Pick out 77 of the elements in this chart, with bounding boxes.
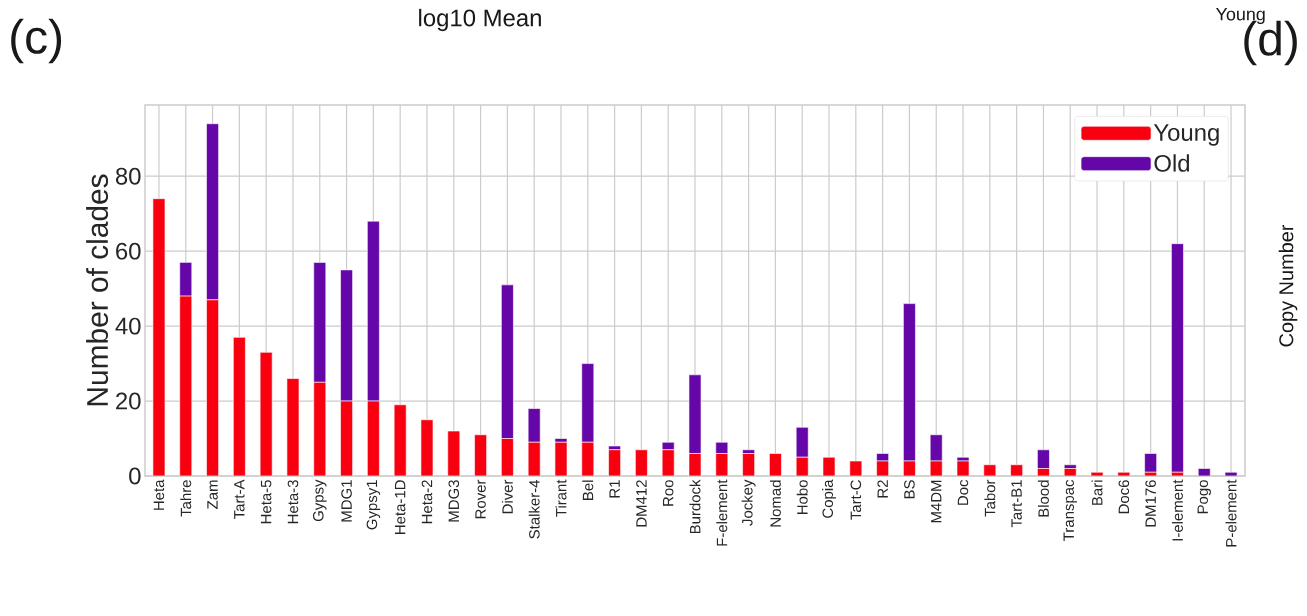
bar — [286, 378, 300, 476]
x-tick-label: M4DM — [931, 480, 942, 523]
x-tick-label: MDG3 — [448, 480, 460, 522]
x-tick-label: Nomad — [769, 480, 781, 527]
x-tick-label: Zam — [207, 480, 218, 509]
x-tick-label: Heta-5 — [260, 480, 272, 524]
y-tick-label: 20 — [116, 392, 141, 410]
bar — [769, 453, 782, 476]
x-tick-label: Tart-A — [234, 479, 245, 520]
bar — [554, 441, 568, 476]
x-tick-label: R1 — [609, 480, 620, 498]
bar — [635, 449, 648, 476]
x-tick-label: Heta-2 — [421, 480, 433, 524]
x-tick-label: F-element — [716, 479, 728, 546]
bar — [1010, 464, 1023, 476]
bar — [1171, 243, 1184, 473]
x-tick-label: Blood — [1037, 480, 1049, 517]
x-tick-label: Gypsy1 — [366, 480, 381, 530]
bar — [447, 430, 461, 476]
legend-label: Young — [1153, 124, 1219, 146]
x-tick-label: Hobo — [796, 480, 808, 515]
y-tick-label: 80 — [115, 167, 141, 185]
x-tick-label: Tart-B1 — [1011, 480, 1022, 528]
x-tick-label: Doc6 — [1118, 480, 1130, 514]
x-tick-label: Tabor — [984, 479, 996, 517]
bar — [608, 449, 621, 476]
bar — [393, 404, 407, 476]
bar — [1224, 471, 1238, 476]
text: Copy Number — [1278, 224, 1298, 347]
bar — [822, 456, 836, 476]
bar — [956, 460, 970, 476]
bar — [233, 337, 246, 476]
bar — [1144, 453, 1157, 473]
x-tick-label: MDG1 — [341, 480, 352, 522]
y-tick-label: 60 — [116, 242, 141, 260]
x-tick-label: Heta — [153, 479, 165, 510]
x-tick-label: Rover — [475, 479, 486, 519]
x-tick-label: Heta-3 — [287, 480, 299, 524]
bar — [420, 419, 434, 476]
x-tick-label: DM176 — [1145, 480, 1156, 527]
bar — [152, 198, 166, 476]
bar — [742, 453, 755, 476]
bar — [1063, 468, 1077, 476]
x-tick-label: R2 — [877, 480, 888, 498]
x-tick-label: Heta-1D — [394, 480, 406, 534]
x-tick-label: Tart-C — [850, 480, 862, 520]
x-tick-label: Transpac — [1063, 479, 1077, 541]
x-tick-label: Jockey — [741, 479, 756, 526]
x-tick-label: Bel — [582, 480, 594, 500]
bar — [849, 460, 863, 476]
x-tick-label: I-element — [1171, 479, 1183, 541]
y-tick-label: 40 — [115, 317, 141, 335]
bar — [1197, 468, 1211, 476]
x-tick-label: Tahre — [180, 480, 192, 517]
y-tick-label: 0 — [129, 467, 141, 485]
x-tick-label: Gypsy — [313, 479, 327, 522]
x-tick-label: Doc — [957, 479, 969, 505]
text: log10 Mean — [419, 8, 541, 32]
x-tick-label: Stalker-4 — [528, 479, 540, 539]
bar — [259, 352, 273, 476]
bar — [983, 464, 997, 476]
x-tick-label: P-element — [1225, 479, 1237, 547]
bar — [1117, 471, 1131, 476]
text: (c) — [11, 18, 62, 64]
x-tick-label: BS — [904, 480, 915, 499]
x-tick-label: Diver — [501, 479, 513, 514]
x-tick-label: Pogo — [1197, 480, 1211, 514]
x-tick-label: Copia — [822, 479, 836, 518]
bar — [1090, 471, 1104, 476]
x-tick-label: DM412 — [636, 480, 647, 527]
x-tick-label: Bari — [1091, 480, 1103, 505]
bar — [474, 434, 487, 476]
y-axis-title: Number of clades — [86, 174, 109, 406]
x-tick-label: Tirant — [555, 479, 567, 517]
x-tick-label: Burdock — [689, 479, 701, 534]
x-tick-label: Roo — [662, 480, 674, 506]
legend-label: Old — [1154, 154, 1190, 172]
